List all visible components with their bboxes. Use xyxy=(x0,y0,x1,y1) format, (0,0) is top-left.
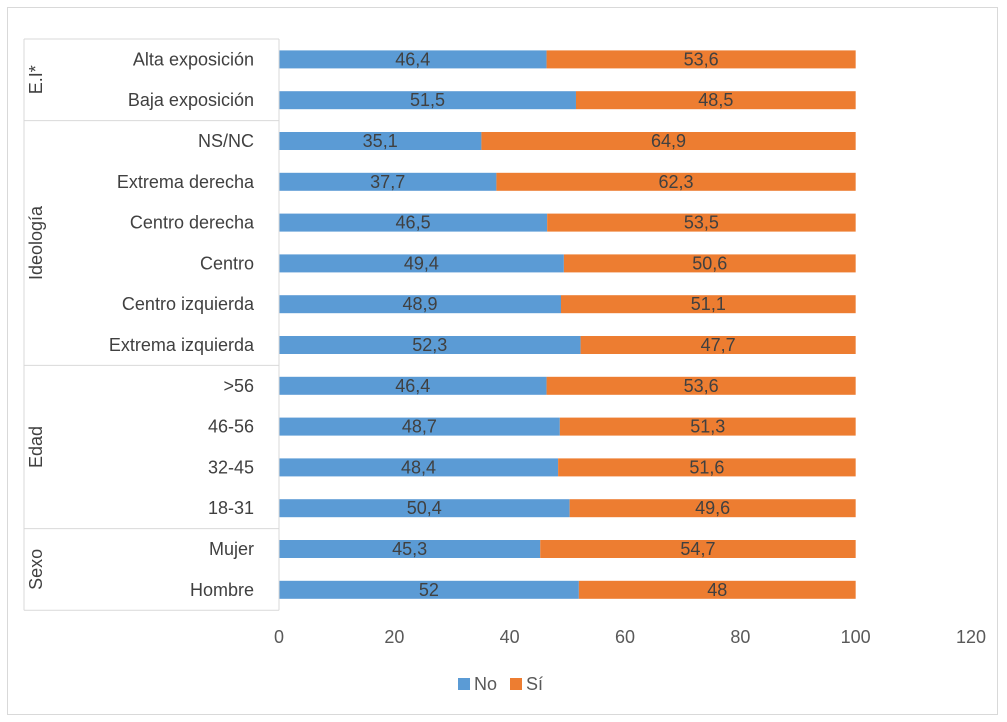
data-label: 48 xyxy=(707,580,727,600)
data-label: 48,7 xyxy=(402,417,437,437)
category-label: NS/NC xyxy=(198,131,254,151)
bar-si xyxy=(560,295,856,314)
data-label: 53,6 xyxy=(684,49,719,69)
data-label: 48,9 xyxy=(402,294,437,314)
category-label: 18-31 xyxy=(208,498,254,518)
bar-no xyxy=(279,417,560,436)
bar-si xyxy=(481,132,856,150)
bar-no xyxy=(279,295,561,314)
bar-no xyxy=(279,91,576,110)
data-label: 37,7 xyxy=(370,172,405,192)
data-label: 54,7 xyxy=(680,539,715,559)
data-label: 53,5 xyxy=(684,213,719,233)
data-label: 48,4 xyxy=(401,457,436,477)
bar-no xyxy=(279,580,579,599)
bar-si xyxy=(569,499,856,518)
data-label: 64,9 xyxy=(651,131,686,151)
category-label: Centro izquierda xyxy=(122,294,255,314)
legend-label: Sí xyxy=(526,674,543,694)
data-label: 46,4 xyxy=(395,49,430,69)
x-tick-label: 0 xyxy=(274,627,284,647)
bar-no xyxy=(279,50,547,69)
legend-swatch xyxy=(510,678,522,690)
data-label: 51,1 xyxy=(691,294,726,314)
data-label: 50,6 xyxy=(692,253,727,273)
bar-no xyxy=(279,172,497,191)
chart-frame: Alta exposición 46,4 53,6 Baja exposición 51… xyxy=(7,7,998,715)
data-label: 49,4 xyxy=(404,253,439,273)
x-tick-label: 20 xyxy=(384,627,404,647)
data-label: 53,6 xyxy=(684,376,719,396)
bar-no xyxy=(279,458,559,477)
data-label: 51,5 xyxy=(410,90,445,110)
category-label: 32-45 xyxy=(208,457,254,477)
bar-no xyxy=(279,132,482,150)
data-label: 48,5 xyxy=(698,90,733,110)
data-label: 45,3 xyxy=(392,539,427,559)
group-label: Ideología xyxy=(26,205,46,280)
bar-si xyxy=(578,580,856,599)
bar-no xyxy=(279,254,564,273)
legend-swatch xyxy=(458,678,470,690)
data-label: 62,3 xyxy=(659,172,694,192)
group-label: Sexo xyxy=(26,549,46,590)
bar-si xyxy=(546,376,856,395)
bar-no xyxy=(279,336,581,354)
data-label: 35,1 xyxy=(363,131,398,151)
data-label: 46,4 xyxy=(395,376,430,396)
bar-si xyxy=(563,254,856,273)
bar-no xyxy=(279,499,570,518)
data-label: 47,7 xyxy=(701,335,736,355)
bar-no xyxy=(279,213,548,232)
category-label: Centro xyxy=(200,253,254,273)
category-label: Baja exposición xyxy=(128,90,254,110)
stacked-bar-chart: Alta exposición 46,4 53,6 Baja exposición 51… xyxy=(23,38,986,694)
bar-no xyxy=(279,376,547,395)
category-label: Extrema izquierda xyxy=(109,335,255,355)
bar-si xyxy=(580,336,856,354)
category-label: Extrema derecha xyxy=(117,172,255,192)
bar-no xyxy=(279,540,541,558)
data-label: 51,3 xyxy=(690,417,725,437)
bar-si xyxy=(540,540,856,558)
data-label: 46,5 xyxy=(396,213,431,233)
category-label: Mujer xyxy=(209,539,254,559)
x-tick-label: 80 xyxy=(730,627,750,647)
x-tick-label: 60 xyxy=(615,627,635,647)
group-label: E.I* xyxy=(26,65,46,94)
x-tick-label: 100 xyxy=(841,627,871,647)
category-label: Alta exposición xyxy=(133,49,254,69)
bar-si xyxy=(559,417,856,436)
bar-si xyxy=(546,50,856,69)
x-tick-label: 120 xyxy=(956,627,986,647)
data-label: 49,6 xyxy=(695,498,730,518)
bar-si xyxy=(496,172,856,191)
data-label: 50,4 xyxy=(407,498,442,518)
legend-label: No xyxy=(474,674,497,694)
data-label: 52 xyxy=(419,580,439,600)
bar-si xyxy=(575,91,856,110)
data-label: 52,3 xyxy=(412,335,447,355)
group-label: Edad xyxy=(26,426,46,468)
data-label: 51,6 xyxy=(689,457,724,477)
category-label: Centro derecha xyxy=(130,213,255,233)
bar-si xyxy=(547,213,856,232)
bar-si xyxy=(558,458,856,477)
category-label: Hombre xyxy=(190,580,254,600)
category-label: >56 xyxy=(223,376,254,396)
category-label: 46-56 xyxy=(208,417,254,437)
x-tick-label: 40 xyxy=(500,627,520,647)
